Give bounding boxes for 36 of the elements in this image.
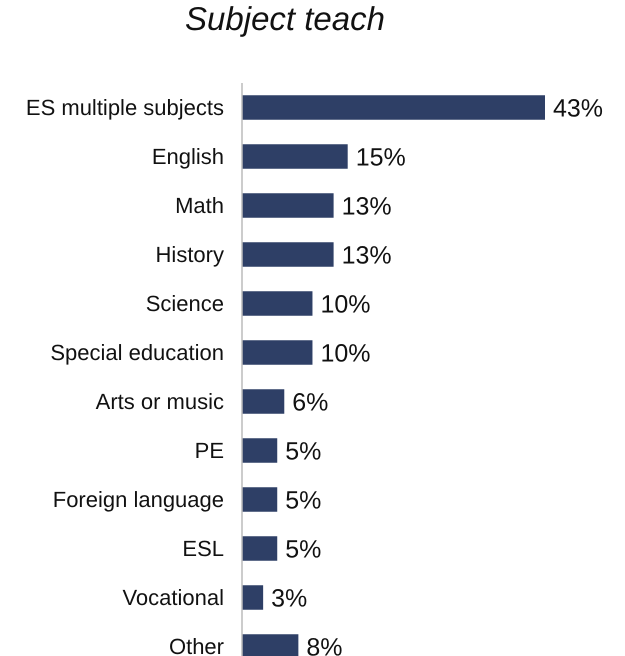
- data-label: 6%: [292, 388, 328, 416]
- y-tick-label: ESL: [182, 536, 224, 562]
- data-label: 10%: [320, 339, 371, 368]
- data-label: 43%: [553, 94, 604, 122]
- bar: [242, 95, 545, 120]
- bar: [242, 193, 334, 218]
- chart-title: Subject teach: [185, 0, 385, 37]
- data-label: 8%: [306, 633, 343, 656]
- bar: [242, 487, 278, 512]
- bar: [242, 389, 284, 414]
- y-tick-label: Special education: [50, 340, 224, 366]
- y-tick-label: ES multiple subjects: [26, 95, 224, 120]
- y-tick-label: Science: [146, 291, 224, 316]
- y-tick-label: Arts or music: [96, 389, 224, 414]
- bar: [242, 340, 312, 365]
- data-label: 15%: [356, 143, 406, 172]
- data-label: 5%: [285, 437, 322, 466]
- data-label: 10%: [320, 290, 371, 318]
- bar: [242, 242, 334, 267]
- bar: [242, 536, 278, 561]
- y-tick-label: Math: [175, 193, 224, 218]
- y-tick-label: PE: [194, 438, 224, 464]
- bar: [242, 438, 278, 463]
- y-tick-label: Foreign language: [52, 487, 224, 512]
- y-tick-label: History: [156, 242, 224, 268]
- y-tick-label: Vocational: [122, 585, 224, 610]
- bar: [242, 144, 348, 169]
- bar: [242, 585, 264, 610]
- bar: [242, 291, 312, 316]
- data-label: 5%: [285, 535, 322, 564]
- y-tick-label: Other: [168, 634, 224, 656]
- data-label: 13%: [342, 192, 392, 220]
- y-tick-label: English: [152, 144, 224, 170]
- data-label: 5%: [285, 486, 322, 514]
- data-label: 13%: [342, 241, 392, 270]
- data-label: 3%: [271, 584, 308, 612]
